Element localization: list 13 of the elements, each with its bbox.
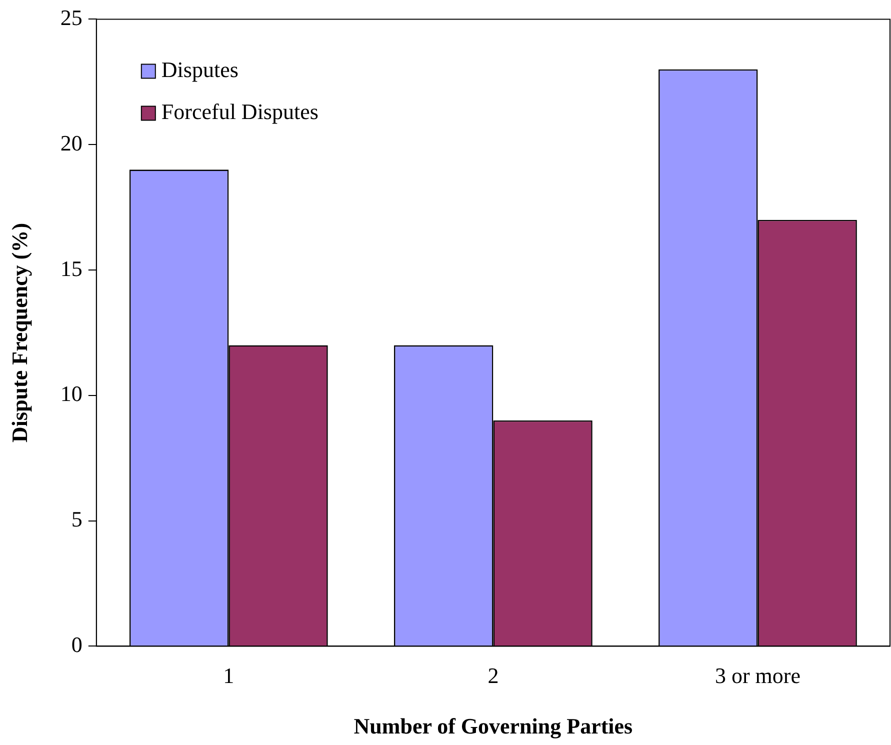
legend-label: Disputes [161,56,238,82]
y-tick-label: 0 [71,632,82,657]
y-tick-label: 25 [60,4,82,30]
x-tick-label: 3 or more [714,663,800,688]
y-tick-label: 5 [71,506,82,532]
legend-label: Forceful Disputes [161,98,318,124]
y-tick-label: 20 [60,130,82,156]
y-tick-label: 10 [60,381,82,406]
x-tick-label: 2 [488,663,499,688]
y-axis-title: Dispute Frequency (%) [6,222,32,442]
y-tick-label: 15 [60,256,82,281]
x-axis-title: Number of Governing Parties [354,713,634,738]
x-tick-label: 1 [223,663,234,688]
